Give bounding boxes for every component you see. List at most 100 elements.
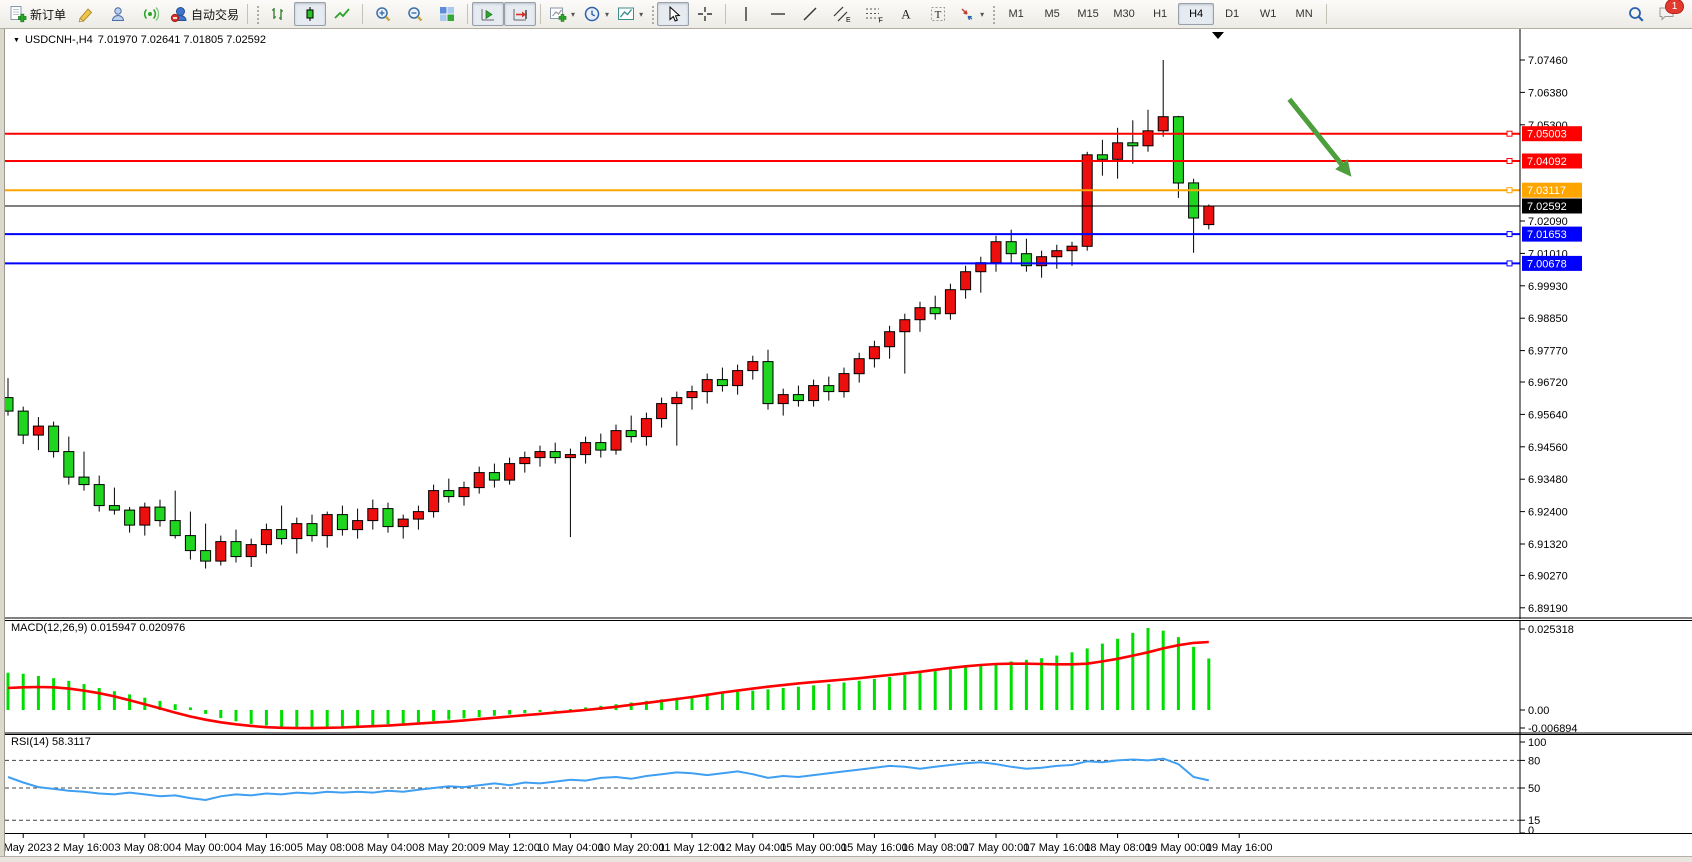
- tab-timeframe-w1[interactable]: W1: [1259, 8, 1277, 20]
- price-chart-canvas[interactable]: 7.074607.063807.053007.020907.010106.999…: [5, 29, 1692, 619]
- tab-timeframe-h4[interactable]: H4: [1178, 3, 1215, 25]
- svg-text:0.00: 0.00: [1528, 705, 1549, 717]
- svg-text:A: A: [901, 7, 911, 22]
- notifications-button[interactable]: 1: [1652, 0, 1684, 26]
- svg-text:15: 15: [1528, 815, 1540, 827]
- templates-icon: [618, 7, 635, 20]
- text-label-tool-button[interactable]: T: [922, 2, 954, 26]
- tab-timeframe-m1[interactable]: M1: [1008, 8, 1024, 20]
- svg-text:6.98850: 6.98850: [1528, 313, 1568, 325]
- svg-text:-0.006894: -0.006894: [1528, 723, 1578, 734]
- text-tool-icon: A: [901, 7, 911, 22]
- channel-tool-button[interactable]: E: [826, 2, 858, 26]
- fibonacci-tool-button[interactable]: F: [858, 2, 890, 26]
- svg-text:6.89190: 6.89190: [1528, 603, 1568, 615]
- toolbar-drag-handle[interactable]: [991, 4, 996, 24]
- search-button[interactable]: [1620, 2, 1652, 26]
- macd-panel[interactable]: MACD(12,26,9) 0.015947 0.020976 0.025318…: [5, 620, 1692, 734]
- svg-text:100: 100: [1528, 737, 1546, 749]
- trendline-tool-button[interactable]: [794, 2, 826, 26]
- notification-badge: 1: [1665, 0, 1684, 14]
- line-chart-icon: [334, 8, 350, 19]
- profile-button[interactable]: [102, 2, 134, 26]
- new-order-button[interactable]: 新订单: [5, 2, 70, 26]
- tab-timeframe-d1[interactable]: D1: [1225, 8, 1240, 20]
- svg-text:6.96720: 6.96720: [1528, 377, 1568, 389]
- dropdown-arrow-icon: ▾: [980, 9, 985, 19]
- toolbar-separator: [362, 4, 364, 24]
- svg-text:15 May 00:00: 15 May 00:00: [780, 842, 847, 854]
- svg-text:2 May 2023: 2 May 2023: [5, 842, 52, 854]
- arrows-tool-icon: [961, 8, 973, 21]
- svg-text:9 May 12:00: 9 May 12:00: [479, 842, 540, 854]
- svg-text:E: E: [846, 17, 851, 23]
- arrows-tool-button[interactable]: ▾: [954, 2, 988, 26]
- tab-timeframe-m15[interactable]: M15: [1077, 8, 1099, 20]
- line-chart-button[interactable]: [326, 2, 358, 26]
- auto-scroll-button[interactable]: [472, 2, 505, 26]
- chart-title: ▼ USDCNH-,H4 7.01970 7.02641 7.01805 7.0…: [13, 34, 266, 46]
- svg-text:F: F: [879, 18, 883, 24]
- templates-button[interactable]: ▾: [613, 2, 647, 26]
- rsi-panel[interactable]: RSI(14) 58.3117 100 80 50 15 0: [5, 734, 1692, 834]
- toolbar-drag-handle[interactable]: [650, 4, 655, 24]
- svg-text:6.99930: 6.99930: [1528, 281, 1568, 293]
- text-tool-button[interactable]: A: [890, 2, 922, 26]
- macd-canvas[interactable]: 0.025318 0.00 -0.006894: [5, 620, 1692, 734]
- tab-timeframe-m5[interactable]: M5: [1044, 8, 1060, 20]
- toolbar-separator: [1326, 4, 1328, 24]
- crayon-button[interactable]: [70, 2, 102, 26]
- svg-text:8 May 20:00: 8 May 20:00: [419, 842, 480, 854]
- tile-windows-button[interactable]: [431, 2, 463, 26]
- svg-text:19 May 00:00: 19 May 00:00: [1145, 842, 1212, 854]
- svg-text:7.04092: 7.04092: [1527, 156, 1567, 168]
- svg-text:7.00678: 7.00678: [1527, 258, 1567, 270]
- svg-text:0.025318: 0.025318: [1528, 624, 1574, 636]
- window-bottom-border: [0, 856, 1692, 862]
- collapse-triangle-icon[interactable]: ▼: [13, 36, 20, 44]
- candlestick-button[interactable]: [294, 2, 327, 26]
- tab-timeframe-mn[interactable]: MN: [1295, 8, 1313, 20]
- toolbar-separator: [540, 4, 542, 24]
- svg-text:7.03117: 7.03117: [1527, 185, 1566, 197]
- chart-symbol-period: USDCNH-,H4: [24, 34, 93, 46]
- chart-ohlc-values: 7.01970 7.02641 7.01805 7.02592: [97, 34, 266, 46]
- auto-trading-icon: [170, 7, 187, 23]
- svg-text:7.07460: 7.07460: [1528, 55, 1568, 67]
- tab-timeframe-m30[interactable]: M30: [1113, 8, 1135, 20]
- indicators-button[interactable]: ▾: [545, 2, 579, 26]
- toolbar-separator: [725, 4, 727, 24]
- periods-button[interactable]: ▾: [579, 2, 613, 26]
- svg-text:6.90270: 6.90270: [1528, 570, 1568, 582]
- tab-timeframe-h1[interactable]: H1: [1153, 8, 1168, 20]
- crosshair-button[interactable]: [689, 2, 721, 26]
- auto-trading-button[interactable]: 自动交易: [166, 2, 243, 26]
- svg-text:7.05003: 7.05003: [1527, 129, 1567, 141]
- toolbar-drag-handle[interactable]: [255, 4, 260, 24]
- svg-text:80: 80: [1528, 755, 1540, 767]
- chart-shift-icon: [513, 9, 527, 21]
- cursor-button[interactable]: [657, 2, 690, 26]
- chart-shift-button[interactable]: [504, 2, 537, 26]
- rsi-canvas[interactable]: 100 80 50 150: [5, 734, 1692, 834]
- svg-text:19 May 16:00: 19 May 16:00: [1206, 842, 1273, 854]
- vertical-line-icon: [745, 7, 747, 21]
- bar-chart-button[interactable]: [262, 2, 294, 26]
- svg-text:T: T: [935, 9, 942, 21]
- window-left-border: [0, 29, 5, 862]
- indicators-icon: [550, 7, 567, 22]
- zoom-in-button[interactable]: [367, 2, 399, 26]
- svg-text:0: 0: [1528, 825, 1534, 834]
- toolbar-separator: [247, 4, 249, 24]
- auto-trading-label: 自动交易: [191, 7, 240, 22]
- zoom-out-button[interactable]: [399, 2, 431, 26]
- svg-text:11 May 12:00: 11 May 12:00: [659, 842, 725, 854]
- crosshair-icon: [698, 7, 713, 21]
- horizontal-line-tool-button[interactable]: [762, 2, 794, 26]
- svg-text:6.97770: 6.97770: [1528, 346, 1568, 358]
- svg-text:50: 50: [1528, 783, 1540, 795]
- zoom-in-icon: [376, 7, 391, 22]
- price-chart-panel[interactable]: ▼ USDCNH-,H4 7.01970 7.02641 7.01805 7.0…: [5, 29, 1692, 619]
- signal-button[interactable]: [134, 2, 166, 26]
- vertical-line-tool-button[interactable]: [730, 2, 762, 26]
